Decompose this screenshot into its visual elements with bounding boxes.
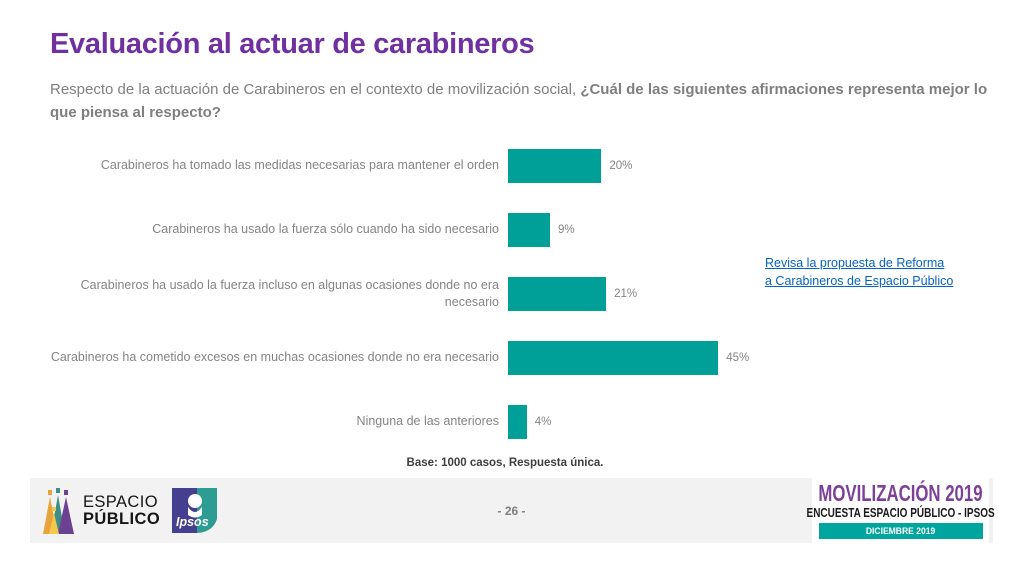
subtitle: Respecto de la actuación de Carabineros … — [50, 79, 995, 124]
bar-area: 20% — [508, 149, 798, 183]
bar — [508, 213, 550, 247]
brand-date-bar: DICIEMBRE 2019 — [818, 523, 983, 540]
reform-proposal-link[interactable]: Revisa la propuesta de Reforma a Carabine… — [765, 255, 953, 290]
bar-row: Carabineros ha usado la fuerza sólo cuan… — [48, 198, 798, 262]
subtitle-bold-text: ¿Cuál de las siguientes afirmaciones rep… — [50, 81, 988, 121]
bar-value-label: 20% — [609, 160, 633, 172]
footer-logos: ESPACIO PÚBLICO Ipsos — [42, 478, 218, 543]
bar-value-label: 45% — [726, 352, 750, 364]
bar — [508, 277, 607, 311]
brand-title: MOVILIZACIÓN 2019 — [818, 479, 983, 506]
bar-value-label: 9% — [558, 224, 575, 236]
bar — [508, 405, 527, 439]
bar-label: Ninguna de las anteriores — [356, 414, 499, 429]
footer-band: ESPACIO PÚBLICO Ipsos - 26 - MOVILIZACIÓ… — [30, 475, 995, 546]
bar-value-label: 4% — [534, 416, 552, 428]
page-number: - 26 - — [497, 503, 526, 518]
subtitle-regular-text: Respecto de la actuación de Carabineros … — [50, 81, 581, 98]
bar-area: 45% — [508, 341, 798, 375]
brand-date-text: DICIEMBRE 2019 — [865, 525, 936, 537]
base-note: Base: 1000 casos, Respuesta única. — [406, 457, 604, 469]
bar-area: 9% — [508, 213, 798, 247]
espacio-publico-people-icon — [43, 487, 74, 534]
bar-row: Carabineros ha usado la fuerza incluso e… — [48, 262, 798, 326]
reform-proposal-link-line1: Revisa la propuesta de Reforma — [765, 256, 945, 270]
bar-row: Ninguna de las anteriores 4% — [48, 390, 798, 454]
bar-area: 4% — [508, 405, 798, 439]
espacio-text: ESPACIO — [83, 492, 158, 511]
brand-subtitle: ENCUESTA ESPACIO PÚBLICO - IPSOS — [806, 505, 995, 520]
bar-label: Carabineros ha usado la fuerza incluso e… — [80, 277, 499, 310]
bar-row: Carabineros ha cometido excesos en mucha… — [48, 326, 798, 390]
bar-label: Carabineros ha cometido excesos en mucha… — [50, 350, 499, 365]
bar — [508, 341, 719, 375]
espacio-publico-wordmark: ESPACIO PÚBLICO — [83, 492, 161, 528]
bar-value-label: 21% — [614, 288, 638, 300]
page-title: Evaluación al actuar de carabineros — [50, 28, 535, 60]
ipsos-text: Ipsos — [176, 515, 209, 529]
publico-text: PÚBLICO — [83, 509, 161, 528]
bar-chart: Carabineros ha tomado las medidas necesa… — [48, 134, 798, 454]
bar — [508, 149, 602, 183]
brand-card: MOVILIZACIÓN 2019 ENCUESTA ESPACIO PÚBLI… — [806, 475, 995, 546]
bar-row: Carabineros ha tomado las medidas necesa… — [48, 134, 798, 198]
bar-label: Carabineros ha usado la fuerza sólo cuan… — [152, 222, 499, 237]
reform-proposal-link-line2: a Carabineros de Espacio Público — [765, 273, 954, 288]
espacio-publico-logo: ESPACIO PÚBLICO — [42, 487, 161, 534]
bar-area: 21% — [508, 277, 798, 311]
bar-label: Carabineros ha tomado las medidas necesa… — [100, 158, 499, 173]
ipsos-logo: Ipsos — [172, 488, 218, 533]
